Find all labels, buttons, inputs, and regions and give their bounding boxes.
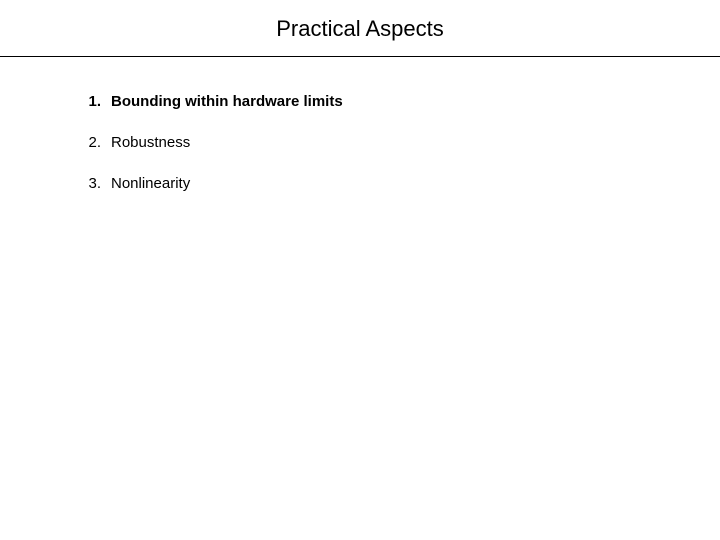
list-text: Nonlinearity <box>111 175 720 192</box>
list-text: Robustness <box>111 134 720 151</box>
list-text: Bounding within hardware limits <box>111 93 720 110</box>
list-item: 3. Nonlinearity <box>75 175 720 192</box>
slide-header: Practical Aspects <box>0 0 720 42</box>
list-item: 2. Robustness <box>75 134 720 151</box>
slide-content: 1. Bounding within hardware limits 2. Ro… <box>0 57 720 192</box>
slide-title: Practical Aspects <box>0 16 720 42</box>
list-number: 3. <box>75 175 101 192</box>
list-item: 1. Bounding within hardware limits <box>75 93 720 110</box>
list-number: 2. <box>75 134 101 151</box>
list-number: 1. <box>75 93 101 110</box>
